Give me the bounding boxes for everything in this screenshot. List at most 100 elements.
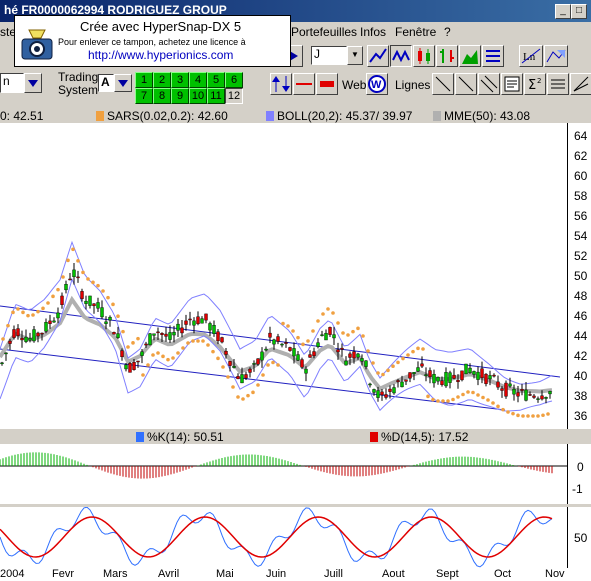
bar-chart-button[interactable] [436,45,458,67]
sar-dot [466,390,470,394]
candle-body [128,363,132,373]
period-select[interactable]: J [311,46,347,65]
sar-dot [516,413,520,418]
system-number-button-3[interactable]: 3 [171,72,189,88]
candle-body [448,372,452,383]
system-number-button-9[interactable]: 9 [171,88,189,104]
price-chart-pane[interactable] [0,123,567,429]
sar-dot [156,351,160,355]
text-tool-button[interactable] [501,73,523,95]
sar-dot [116,314,120,319]
parallel-lines-button[interactable] [478,73,500,95]
system-number-button-2[interactable]: 2 [153,72,171,88]
candle-body [260,351,264,361]
red-block-button[interactable] [316,73,338,95]
left-combo[interactable]: n [0,73,24,93]
sar-dot [251,390,255,395]
left-dropdown-button[interactable] [24,73,42,93]
candle-body [304,368,308,374]
system-number-button-11[interactable]: 11 [207,88,225,104]
system-number-button-5[interactable]: 5 [207,72,225,88]
sar-dot [416,346,420,351]
sar-dot [271,360,275,365]
sar-dot [331,311,335,315]
system-number-button-4[interactable]: 4 [189,72,207,88]
candle-body [12,329,16,338]
candle-body [140,351,144,356]
line-tool-button[interactable] [432,73,454,95]
menu-item-portefeuilles[interactable]: Portefeuilles [291,25,358,39]
candle-body [232,366,236,368]
candle-body [292,348,296,357]
web-button[interactable]: W [366,73,388,95]
price-axis-label: 40 [574,369,588,383]
sar-dot [301,342,305,347]
price-axis-label: 58 [574,189,588,203]
price-axis-label: 36 [574,409,588,423]
red-line-button[interactable] [293,73,315,95]
trading-system-dropdown[interactable] [114,74,132,92]
sars-legend: SARS(0.02,0.2): 42.60 [96,109,228,123]
minimize-button[interactable]: _ [555,4,571,19]
horizontal-line-icon [296,83,312,85]
candle-body [120,350,124,358]
sar-dot [316,319,320,323]
volume-bars-button[interactable] [482,45,504,67]
menu-item-infos[interactable]: Infos [360,25,387,39]
candle-body [144,343,148,346]
candle-body [72,269,76,278]
svg-text:2: 2 [537,77,541,85]
sar-dot [256,383,260,387]
candle-body [492,374,496,377]
candle-body [228,361,232,366]
sar-dot [81,270,85,275]
system-number-button-1[interactable]: 1 [135,72,153,88]
horizontal-lines-button[interactable] [547,73,569,95]
oscillator-pane[interactable] [0,444,567,504]
trading-system-select[interactable]: A [98,74,114,92]
oscillator-y-axis: 0 -1 [567,444,591,504]
candle-body [196,316,200,325]
candle-body [512,388,516,395]
stochastic-pane[interactable] [0,506,567,568]
price-axis-label: 56 [574,209,588,223]
sar-dot [176,351,180,355]
stamp-url[interactable]: http://www.hyperionics.com [88,48,234,62]
system-number-button-8[interactable]: 8 [153,88,171,104]
menu-item-fenetre[interactable]: Fenêtre [395,25,437,39]
more-tools-button[interactable] [570,73,591,95]
candle-body [396,380,400,382]
compare-icon [546,49,566,63]
maximize-button[interactable]: □ [571,4,587,19]
system-number-button-7[interactable]: 7 [135,88,153,104]
sar-dot [401,356,405,361]
price-y-axis: 64 62 60 58 56 54 52 50 48 46 44 42 40 38 36 [567,123,591,429]
line-chart-button[interactable] [367,45,389,67]
log-scale-button[interactable]: Ln [519,45,543,67]
system-number-button-10[interactable]: 10 [189,88,207,104]
web-label: Web [342,78,367,92]
line-tool-2-button[interactable] [455,73,477,95]
candle-body [184,320,188,325]
system-number-button-6[interactable]: 6 [225,72,243,88]
sars-swatch [96,111,104,121]
candle-body [400,381,404,388]
system-number-button-12[interactable]: 12 [225,88,243,104]
sar-dot [326,307,330,311]
candlestick-button[interactable] [413,45,435,67]
menu-item-help[interactable]: ? [444,25,451,39]
sar-dot [471,390,475,395]
svg-text:W: W [371,79,382,91]
sar-dot [121,329,125,334]
zigzag-chart-button[interactable] [390,45,412,67]
mountain-chart-button[interactable] [459,45,481,67]
period-value: J [314,47,320,61]
candle-body [224,351,228,355]
pane-divider[interactable] [0,504,591,507]
period-dropdown-button[interactable]: ▼ [347,46,363,65]
candle-body [328,327,332,335]
buy-sell-signal-button[interactable] [270,73,292,95]
date-axis-label: Juill [324,568,343,580]
compare-button[interactable] [544,45,568,67]
